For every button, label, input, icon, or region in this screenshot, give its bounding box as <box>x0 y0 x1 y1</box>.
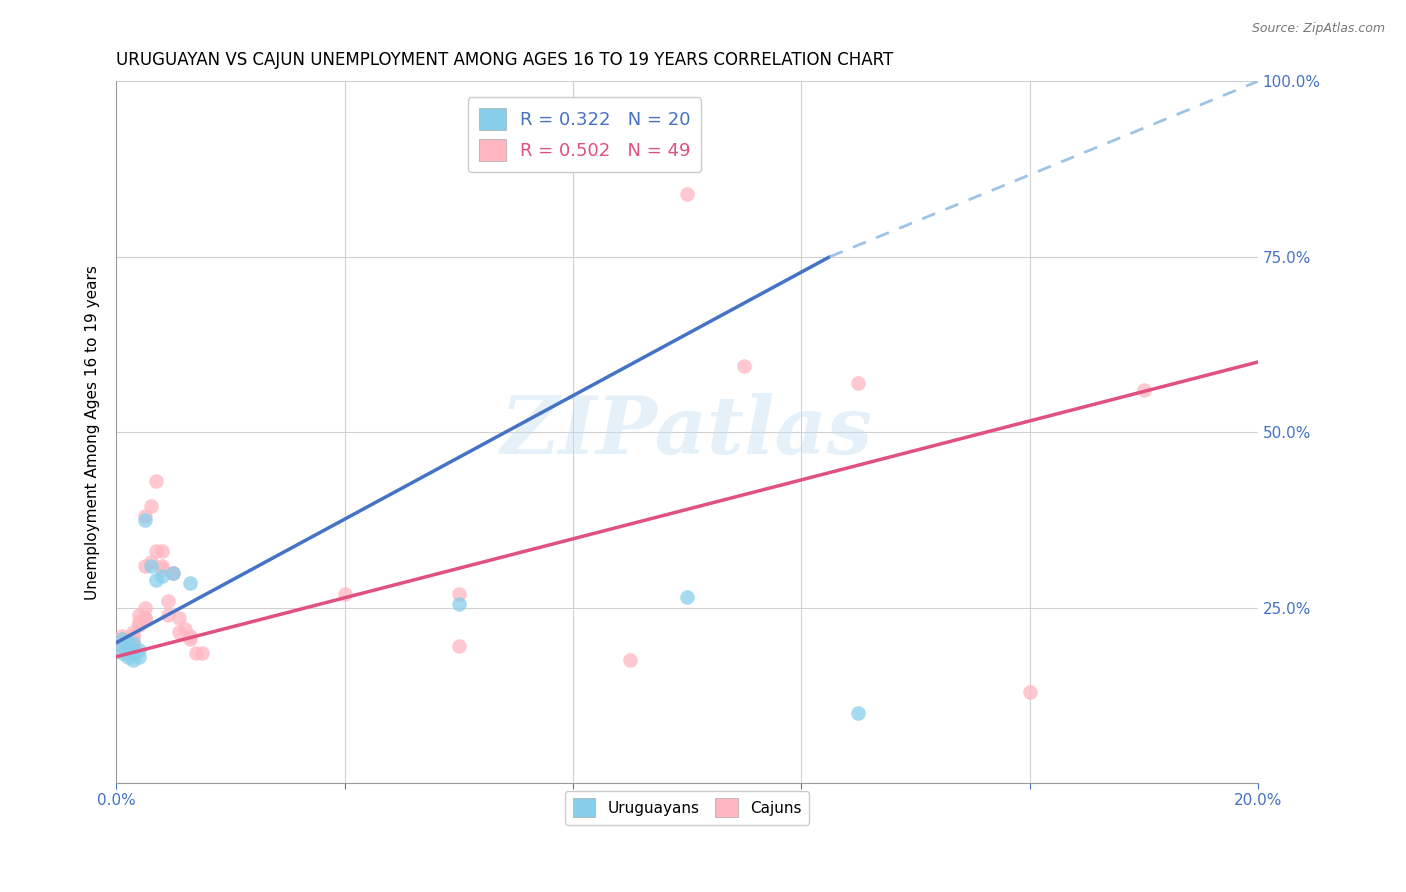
Point <box>150 558 173 573</box>
Point <box>333 586 356 600</box>
Point <box>111 636 134 650</box>
Point <box>128 642 150 657</box>
Point <box>846 706 869 720</box>
Point <box>150 562 173 576</box>
Point <box>162 566 184 580</box>
Point <box>156 607 179 622</box>
Point <box>111 632 134 647</box>
Point <box>139 499 162 513</box>
Point <box>128 607 150 622</box>
Point <box>134 513 156 527</box>
Point <box>676 590 699 604</box>
Point <box>128 618 150 632</box>
Point <box>128 649 150 664</box>
Point <box>122 629 145 643</box>
Point <box>191 646 214 660</box>
Point <box>111 632 134 647</box>
Point <box>134 611 156 625</box>
Point <box>105 639 128 653</box>
Point <box>179 632 201 647</box>
Point <box>122 639 145 653</box>
Point <box>117 632 139 647</box>
Point <box>111 639 134 653</box>
Point <box>145 573 167 587</box>
Point <box>122 632 145 647</box>
Point <box>128 615 150 629</box>
Point <box>134 558 156 573</box>
Point <box>156 593 179 607</box>
Point <box>145 544 167 558</box>
Point <box>447 597 470 611</box>
Point <box>122 625 145 640</box>
Text: Source: ZipAtlas.com: Source: ZipAtlas.com <box>1251 22 1385 36</box>
Point <box>1132 383 1154 397</box>
Point <box>139 555 162 569</box>
Point <box>1018 685 1040 699</box>
Text: ZIPatlas: ZIPatlas <box>501 393 873 471</box>
Point <box>117 639 139 653</box>
Point <box>173 622 195 636</box>
Point <box>145 475 167 489</box>
Point <box>139 558 162 573</box>
Point <box>676 186 699 201</box>
Y-axis label: Unemployment Among Ages 16 to 19 years: Unemployment Among Ages 16 to 19 years <box>86 265 100 599</box>
Point <box>134 611 156 625</box>
Point <box>619 653 641 667</box>
Point <box>186 646 208 660</box>
Point <box>105 636 128 650</box>
Text: URUGUAYAN VS CAJUN UNEMPLOYMENT AMONG AGES 16 TO 19 YEARS CORRELATION CHART: URUGUAYAN VS CAJUN UNEMPLOYMENT AMONG AG… <box>117 51 894 69</box>
Point <box>122 646 145 660</box>
Point <box>150 544 173 558</box>
Point <box>733 359 755 373</box>
Point <box>117 636 139 650</box>
Point <box>179 629 201 643</box>
Point <box>122 653 145 667</box>
Point <box>167 625 190 640</box>
Point <box>167 611 190 625</box>
Point <box>111 629 134 643</box>
Point <box>134 600 156 615</box>
Point <box>111 646 134 660</box>
Point <box>117 636 139 650</box>
Point <box>162 566 184 580</box>
Point <box>447 639 470 653</box>
Point <box>447 586 470 600</box>
Point <box>162 566 184 580</box>
Point <box>179 576 201 591</box>
Point <box>117 642 139 657</box>
Point <box>134 509 156 524</box>
Legend: Uruguayans, Cajuns: Uruguayans, Cajuns <box>565 790 810 824</box>
Point <box>846 376 869 390</box>
Point <box>117 649 139 664</box>
Point <box>122 636 145 650</box>
Point <box>111 639 134 653</box>
Point <box>150 569 173 583</box>
Point <box>122 636 145 650</box>
